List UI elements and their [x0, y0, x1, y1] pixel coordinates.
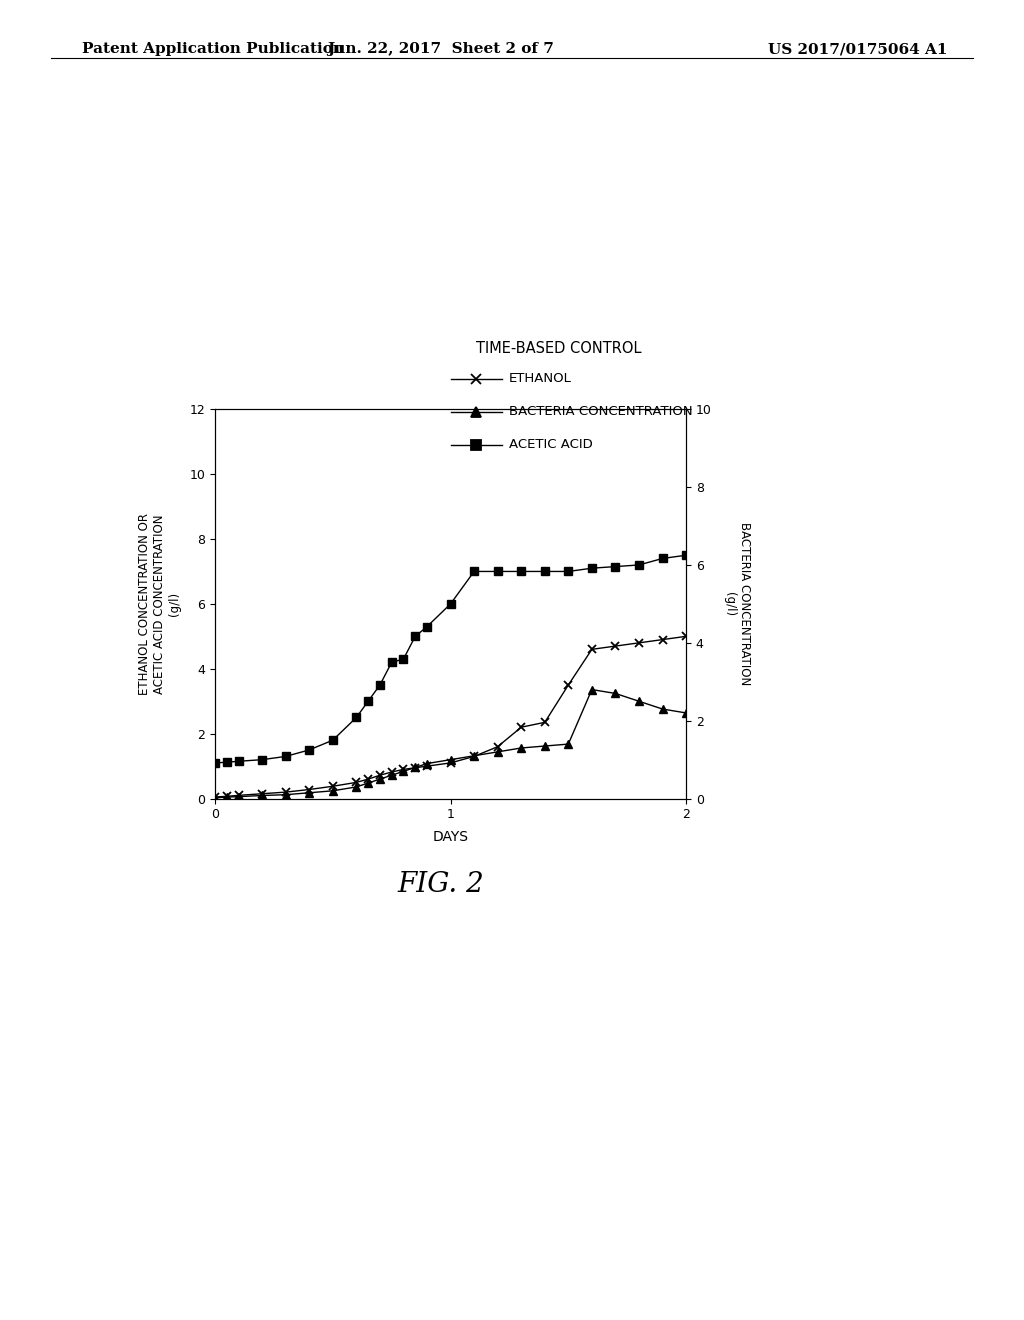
Text: Patent Application Publication: Patent Application Publication [82, 42, 344, 57]
ETHANOL [362, 771, 375, 787]
BACTERIA CONCENTRATION [656, 701, 669, 717]
ETHANOL [221, 788, 233, 804]
ETHANOL [492, 739, 504, 755]
ACETIC ACID [562, 564, 574, 579]
BACTERIA CONCENTRATION [280, 787, 292, 803]
ETHANOL [586, 642, 598, 657]
BACTERIA CONCENTRATION [562, 737, 574, 752]
ACETIC ACID [209, 755, 221, 771]
ETHANOL [209, 789, 221, 805]
ETHANOL [327, 779, 339, 795]
ACETIC ACID [421, 619, 433, 635]
ACETIC ACID [586, 560, 598, 576]
ETHANOL [539, 714, 551, 730]
BACTERIA CONCENTRATION [492, 744, 504, 760]
ACETIC ACID [386, 655, 398, 671]
BACTERIA CONCENTRATION [633, 693, 645, 709]
Line: BACTERIA CONCENTRATION: BACTERIA CONCENTRATION [211, 685, 690, 803]
Text: BACTERIA CONCENTRATION: BACTERIA CONCENTRATION [509, 405, 692, 418]
Text: Jun. 22, 2017  Sheet 2 of 7: Jun. 22, 2017 Sheet 2 of 7 [327, 42, 554, 57]
ACETIC ACID [515, 564, 527, 579]
BACTERIA CONCENTRATION [410, 759, 422, 775]
BACTERIA CONCENTRATION [374, 771, 386, 787]
BACTERIA CONCENTRATION [515, 741, 527, 756]
ACETIC ACID [232, 754, 245, 770]
Text: FIG. 2: FIG. 2 [397, 871, 483, 898]
BACTERIA CONCENTRATION [232, 789, 245, 805]
ACETIC ACID [539, 564, 551, 579]
ETHANOL [468, 748, 480, 764]
Text: US 2017/0175064 A1: US 2017/0175064 A1 [768, 42, 947, 57]
Y-axis label: ETHANOL CONCENTRATION OR
ACETIC ACID CONCENTRATION
(g/l): ETHANOL CONCENTRATION OR ACETIC ACID CON… [138, 513, 181, 694]
ACETIC ACID [410, 628, 422, 644]
ACETIC ACID [609, 558, 622, 574]
ETHANOL [410, 760, 422, 776]
BACTERIA CONCENTRATION [444, 752, 457, 768]
BACTERIA CONCENTRATION [327, 783, 339, 799]
Y-axis label: BACTERIA CONCENTRATION
(g/l): BACTERIA CONCENTRATION (g/l) [723, 523, 751, 685]
BACTERIA CONCENTRATION [350, 779, 362, 795]
ETHANOL [421, 758, 433, 774]
ACETIC ACID [362, 693, 375, 709]
ACETIC ACID [633, 557, 645, 573]
BACTERIA CONCENTRATION [468, 748, 480, 764]
ACETIC ACID [374, 677, 386, 693]
BACTERIA CONCENTRATION [362, 775, 375, 791]
ACETIC ACID [680, 548, 692, 564]
X-axis label: DAYS: DAYS [432, 830, 469, 843]
ACETIC ACID [256, 752, 268, 768]
BACTERIA CONCENTRATION [586, 681, 598, 697]
ACETIC ACID [280, 748, 292, 764]
ETHANOL [680, 628, 692, 644]
ACETIC ACID [656, 550, 669, 566]
ACETIC ACID [397, 651, 410, 667]
BACTERIA CONCENTRATION [397, 763, 410, 779]
Line: ETHANOL: ETHANOL [211, 632, 690, 801]
ETHANOL [374, 767, 386, 783]
ETHANOL [232, 788, 245, 804]
ACETIC ACID [303, 742, 315, 758]
ETHANOL [280, 784, 292, 800]
ACETIC ACID [327, 733, 339, 748]
Text: ACETIC ACID: ACETIC ACID [509, 438, 593, 451]
ETHANOL [515, 719, 527, 735]
ETHANOL [633, 635, 645, 651]
ETHANOL [386, 764, 398, 780]
ACETIC ACID [444, 597, 457, 612]
BACTERIA CONCENTRATION [421, 755, 433, 771]
ACETIC ACID [468, 564, 480, 579]
ETHANOL [444, 755, 457, 771]
BACTERIA CONCENTRATION [609, 685, 622, 701]
ETHANOL [303, 781, 315, 797]
ETHANOL [609, 638, 622, 653]
Text: ETHANOL: ETHANOL [509, 372, 571, 385]
ACETIC ACID [492, 564, 504, 579]
BACTERIA CONCENTRATION [386, 767, 398, 783]
BACTERIA CONCENTRATION [680, 705, 692, 721]
ETHANOL [562, 677, 574, 693]
BACTERIA CONCENTRATION [221, 789, 233, 805]
Text: TIME-BASED CONTROL: TIME-BASED CONTROL [476, 342, 642, 356]
BACTERIA CONCENTRATION [256, 788, 268, 804]
ACETIC ACID [221, 754, 233, 770]
ETHANOL [397, 762, 410, 777]
BACTERIA CONCENTRATION [209, 789, 221, 805]
BACTERIA CONCENTRATION [539, 738, 551, 754]
Line: ACETIC ACID: ACETIC ACID [211, 550, 690, 767]
BACTERIA CONCENTRATION [303, 785, 315, 801]
ETHANOL [656, 632, 669, 648]
ACETIC ACID [350, 710, 362, 726]
ETHANOL [350, 775, 362, 791]
ETHANOL [256, 785, 268, 801]
